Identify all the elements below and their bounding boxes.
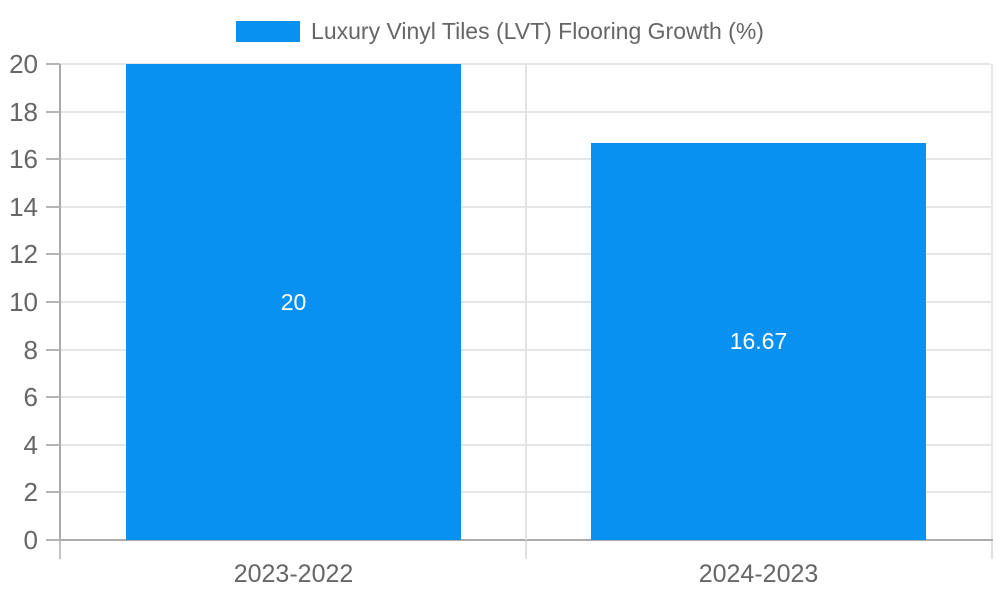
y-axis-tick (46, 253, 60, 256)
y-axis-line (59, 64, 61, 541)
bar-value-label: 20 (280, 288, 307, 315)
y-axis-tick (46, 443, 60, 446)
x-axis-tick (59, 541, 61, 559)
y-axis-tick (46, 348, 60, 351)
x-axis-tick (991, 541, 993, 559)
legend-series-label: Luxury Vinyl Tiles (LVT) Flooring Growth… (311, 17, 764, 44)
x-axis-label-2023-2022: 2023-2022 (233, 560, 354, 588)
y-axis-tick-label: 4 (23, 429, 38, 460)
y-axis-tick-label: 8 (23, 334, 38, 365)
y-axis-tick-label: 16 (9, 144, 38, 175)
x-axis-label-2024-2023: 2024-2023 (698, 560, 819, 588)
y-axis-tick-label: 12 (9, 239, 38, 270)
category-slot-2023-2022: 20 (61, 64, 526, 540)
x-axis-labels: 2023-2022 2024-2023 (61, 560, 991, 589)
y-axis-tick-label: 14 (9, 191, 38, 222)
category-slot-2024-2023: 16.67 (526, 64, 991, 540)
y-axis-tick-label: 10 (9, 287, 38, 317)
x-axis-tick (525, 541, 527, 559)
bar-value-label: 16.67 (729, 328, 788, 355)
y-axis-tick (46, 205, 60, 208)
y-axis: 0 2 4 6 8 10 12 14 16 18 20 (0, 51, 60, 553)
bar-2024-2023[interactable]: 16.67 (591, 143, 926, 540)
y-axis-tick (46, 539, 60, 541)
plot-area: 20 16.67 (61, 63, 991, 540)
y-axis-tick-label: 20 (9, 49, 38, 79)
legend-color-swatch (236, 20, 301, 42)
y-axis-tick-label: 6 (23, 382, 38, 413)
legend[interactable]: Luxury Vinyl Tiles (LVT) Flooring Growth… (0, 17, 1000, 45)
y-axis-tick-label: 2 (23, 477, 38, 508)
bar-2023-2022[interactable]: 20 (126, 64, 461, 540)
category-divider-gridline (525, 64, 527, 540)
y-axis-tick (46, 396, 60, 399)
y-axis-tick-label: 0 (23, 525, 38, 555)
y-axis-tick (46, 491, 60, 494)
x-axis-line (59, 539, 993, 541)
y-axis-tick (46, 63, 60, 65)
y-axis-tick (46, 158, 60, 161)
y-axis-tick (46, 301, 60, 303)
plot-right-border (991, 64, 993, 539)
y-axis-tick-label: 18 (9, 96, 38, 127)
y-axis-tick (46, 110, 60, 113)
